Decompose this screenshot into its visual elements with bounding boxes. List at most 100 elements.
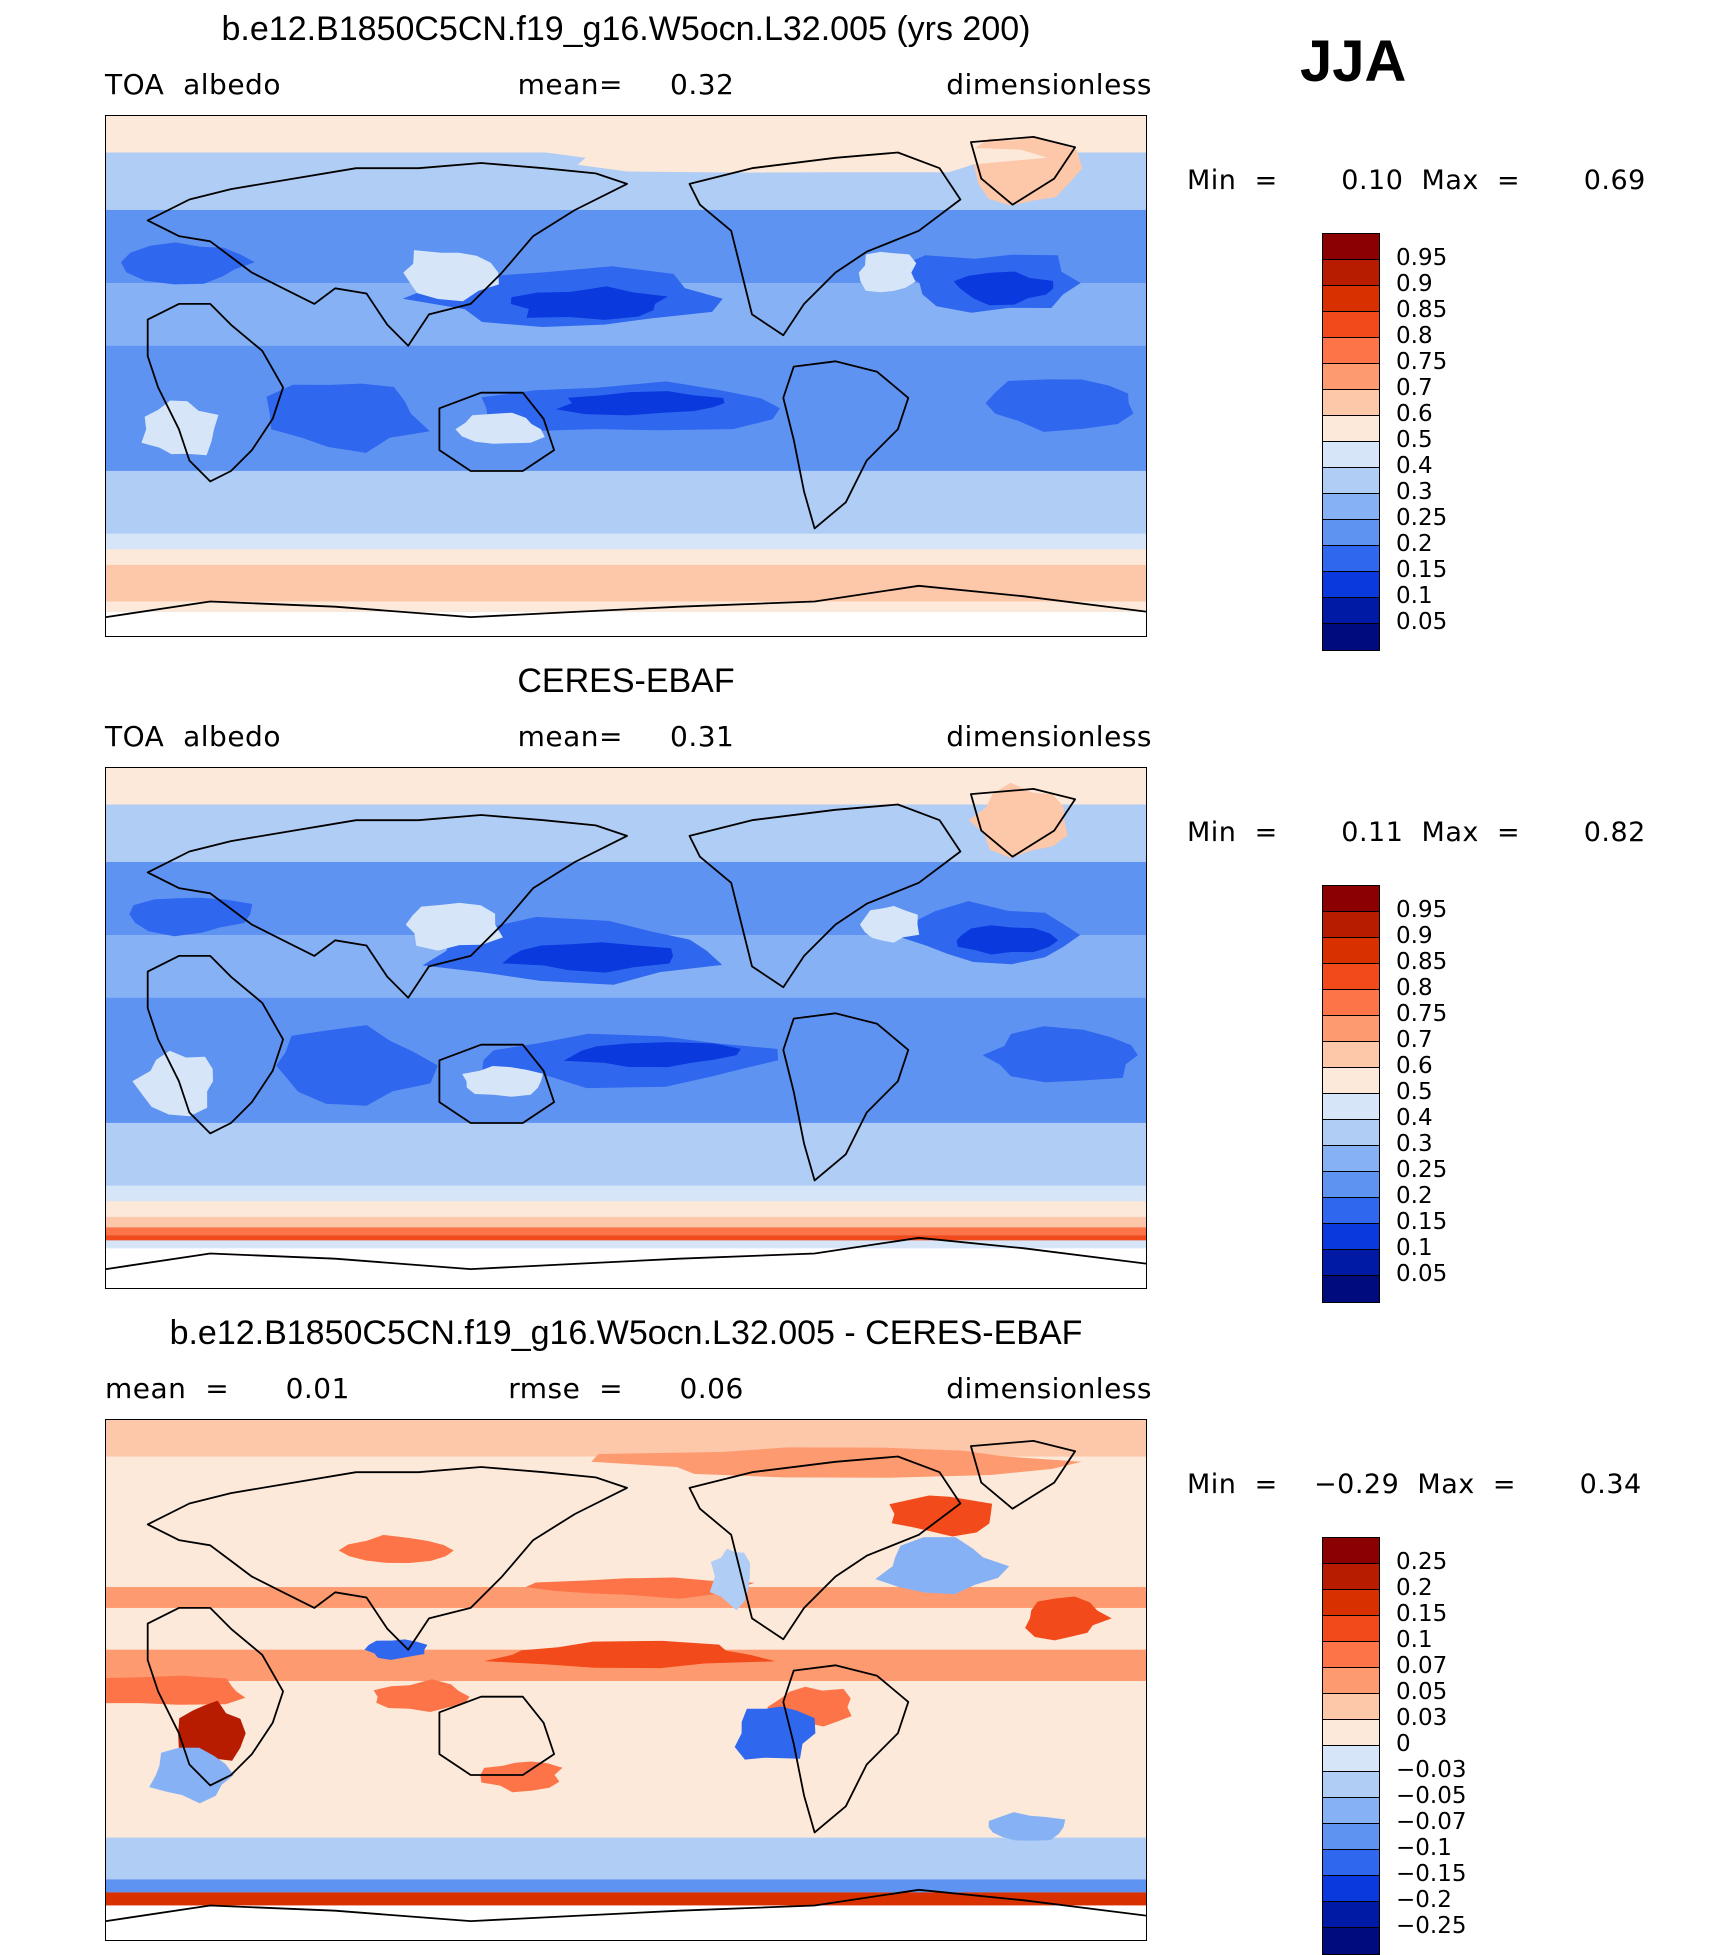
field-negative-bias xyxy=(734,1706,816,1760)
colorbar-swatches xyxy=(1322,885,1380,1303)
colorbar-tick-label: 0.8 xyxy=(1396,975,1433,1001)
field-greenland-ice xyxy=(968,782,1068,858)
colorbar-tick-label: 0.25 xyxy=(1396,1157,1448,1183)
colorbar-tick-label: 0.5 xyxy=(1396,1079,1433,1105)
colorbar-swatch xyxy=(1323,390,1379,416)
coastline-greenland xyxy=(970,135,1076,206)
colorbar-swatch xyxy=(1323,624,1379,650)
colorbar-tick-label: 0.05 xyxy=(1396,1261,1448,1287)
field-negative-bias xyxy=(988,1812,1066,1841)
field-bright-region xyxy=(405,902,503,951)
colorbar-tick-label: 0.8 xyxy=(1396,323,1433,349)
field-band-arctic xyxy=(106,1420,1146,1457)
colorbar-swatch xyxy=(1323,1824,1379,1850)
colorbar-swatch xyxy=(1323,1224,1379,1250)
colorbar-swatch xyxy=(1323,1172,1379,1198)
coastline-australia xyxy=(438,1695,556,1776)
colorbar-swatch xyxy=(1323,1876,1379,1902)
field-band-antarctic-ice xyxy=(106,1201,1146,1217)
colorbar-swatch xyxy=(1323,1590,1379,1616)
field-band-sea-ice-max xyxy=(106,1235,1146,1241)
colorbar-swatches xyxy=(1322,1537,1380,1955)
field-positive-bias xyxy=(889,1495,993,1537)
colorbar-swatch xyxy=(1323,1042,1379,1068)
colorbar-tick-label: 0.05 xyxy=(1396,609,1448,635)
colorbar-swatch xyxy=(1323,1798,1379,1824)
colorbar-swatch xyxy=(1323,1616,1379,1642)
coastline-namerica xyxy=(688,1455,962,1641)
field-band-south-mid xyxy=(106,1122,1146,1186)
colorbar-tick-label: 0.85 xyxy=(1396,297,1448,323)
colorbar-swatch xyxy=(1323,1772,1379,1798)
panel-min-max-label: Min = 0.10 Max = 0.69 xyxy=(1187,165,1646,196)
colorbar-swatch xyxy=(1323,520,1379,546)
panel-title: b.e12.B1850C5CN.f19_g16.W5ocn.L32.005 (y… xyxy=(221,10,1031,48)
colorbar-swatch xyxy=(1323,1016,1379,1042)
field-bright-region xyxy=(859,906,920,943)
colorbar-tick-label: 0.95 xyxy=(1396,897,1448,923)
coastline-samerica xyxy=(782,1664,910,1834)
panel-title: b.e12.B1850C5CN.f19_g16.W5ocn.L32.005 - … xyxy=(169,1314,1083,1352)
coastline-antarctica xyxy=(106,584,1146,619)
colorbar-tick-label: 0.3 xyxy=(1396,479,1433,505)
panel-variable-label: TOA albedo xyxy=(105,720,281,753)
field-positive-bias xyxy=(373,1679,470,1712)
colorbar-tick-label: −0.2 xyxy=(1396,1887,1452,1913)
field-band-sea-ice-diff xyxy=(106,1892,1146,1906)
field-bright-region xyxy=(132,1050,213,1117)
field-band-sea-ice-edge xyxy=(106,1227,1146,1236)
field-band-missing xyxy=(106,1905,1146,1940)
coastline-greenland xyxy=(970,787,1076,858)
colorbar-tick-label: −0.1 xyxy=(1396,1835,1452,1861)
coastline-eurasia xyxy=(146,814,628,999)
field-low-albedo-region xyxy=(129,897,253,937)
field-minimum-region xyxy=(502,942,673,973)
map-plot-area xyxy=(105,767,1147,1289)
colorbar-tick-label: −0.07 xyxy=(1396,1809,1467,1835)
colorbar-tick-label: 0.1 xyxy=(1396,583,1433,609)
colorbar-swatch xyxy=(1323,416,1379,442)
coastline-namerica xyxy=(688,151,962,337)
field-band-sea-ice-edge xyxy=(106,1879,1146,1893)
colorbar-tick-label: −0.25 xyxy=(1396,1913,1467,1939)
colorbar-swatch xyxy=(1323,468,1379,494)
colorbar-tick-label: 0.5 xyxy=(1396,427,1433,453)
colorbar-tick-label: 0.75 xyxy=(1396,1001,1448,1027)
colorbar-tick-label: 0 xyxy=(1396,1731,1411,1757)
coastline-africa xyxy=(146,954,285,1135)
field-minimum-region xyxy=(953,271,1054,306)
map-plot-area xyxy=(105,115,1147,637)
colorbar-tick-label: 0.9 xyxy=(1396,923,1433,949)
colorbar-swatch xyxy=(1323,1276,1379,1302)
coastline-namerica xyxy=(688,803,962,989)
colorbar-tick-label: 0.75 xyxy=(1396,349,1448,375)
field-bright-region xyxy=(462,1066,544,1097)
colorbar-tick-label: 0.4 xyxy=(1396,453,1433,479)
colorbar-tick-label: 0.1 xyxy=(1396,1627,1433,1653)
colorbar-tick-label: 0.95 xyxy=(1396,245,1448,271)
colorbar-swatch xyxy=(1323,364,1379,390)
colorbar-tick-label: 0.03 xyxy=(1396,1705,1448,1731)
field-bright-region xyxy=(858,251,917,293)
panel-statistic-label: mean= 0.31 xyxy=(517,720,735,753)
coastline-greenland xyxy=(970,1439,1076,1510)
colorbar-tick-label: 0.2 xyxy=(1396,1575,1433,1601)
colorbar-tick-label: 0.15 xyxy=(1396,1601,1448,1627)
coastline-australia xyxy=(438,391,556,472)
colorbar-swatch xyxy=(1323,886,1379,912)
colorbar-swatch xyxy=(1323,1720,1379,1746)
field-band-missing xyxy=(106,611,1146,636)
colorbar-swatch xyxy=(1323,572,1379,598)
colorbar-tick-label: 0.6 xyxy=(1396,401,1433,427)
colorbar-swatch xyxy=(1323,338,1379,364)
colorbar-tick-label: 0.25 xyxy=(1396,505,1448,531)
colorbar-swatch xyxy=(1323,1746,1379,1772)
panel-variable-label: mean = 0.01 xyxy=(105,1372,350,1405)
field-band-south-mid xyxy=(106,470,1146,534)
colorbar-swatch xyxy=(1323,938,1379,964)
colorbar-swatch xyxy=(1323,260,1379,286)
field-positive-bias xyxy=(480,1761,563,1793)
colorbar-swatch xyxy=(1323,1668,1379,1694)
coastline-eurasia xyxy=(146,1466,628,1651)
field-positive-bias xyxy=(106,1675,246,1705)
